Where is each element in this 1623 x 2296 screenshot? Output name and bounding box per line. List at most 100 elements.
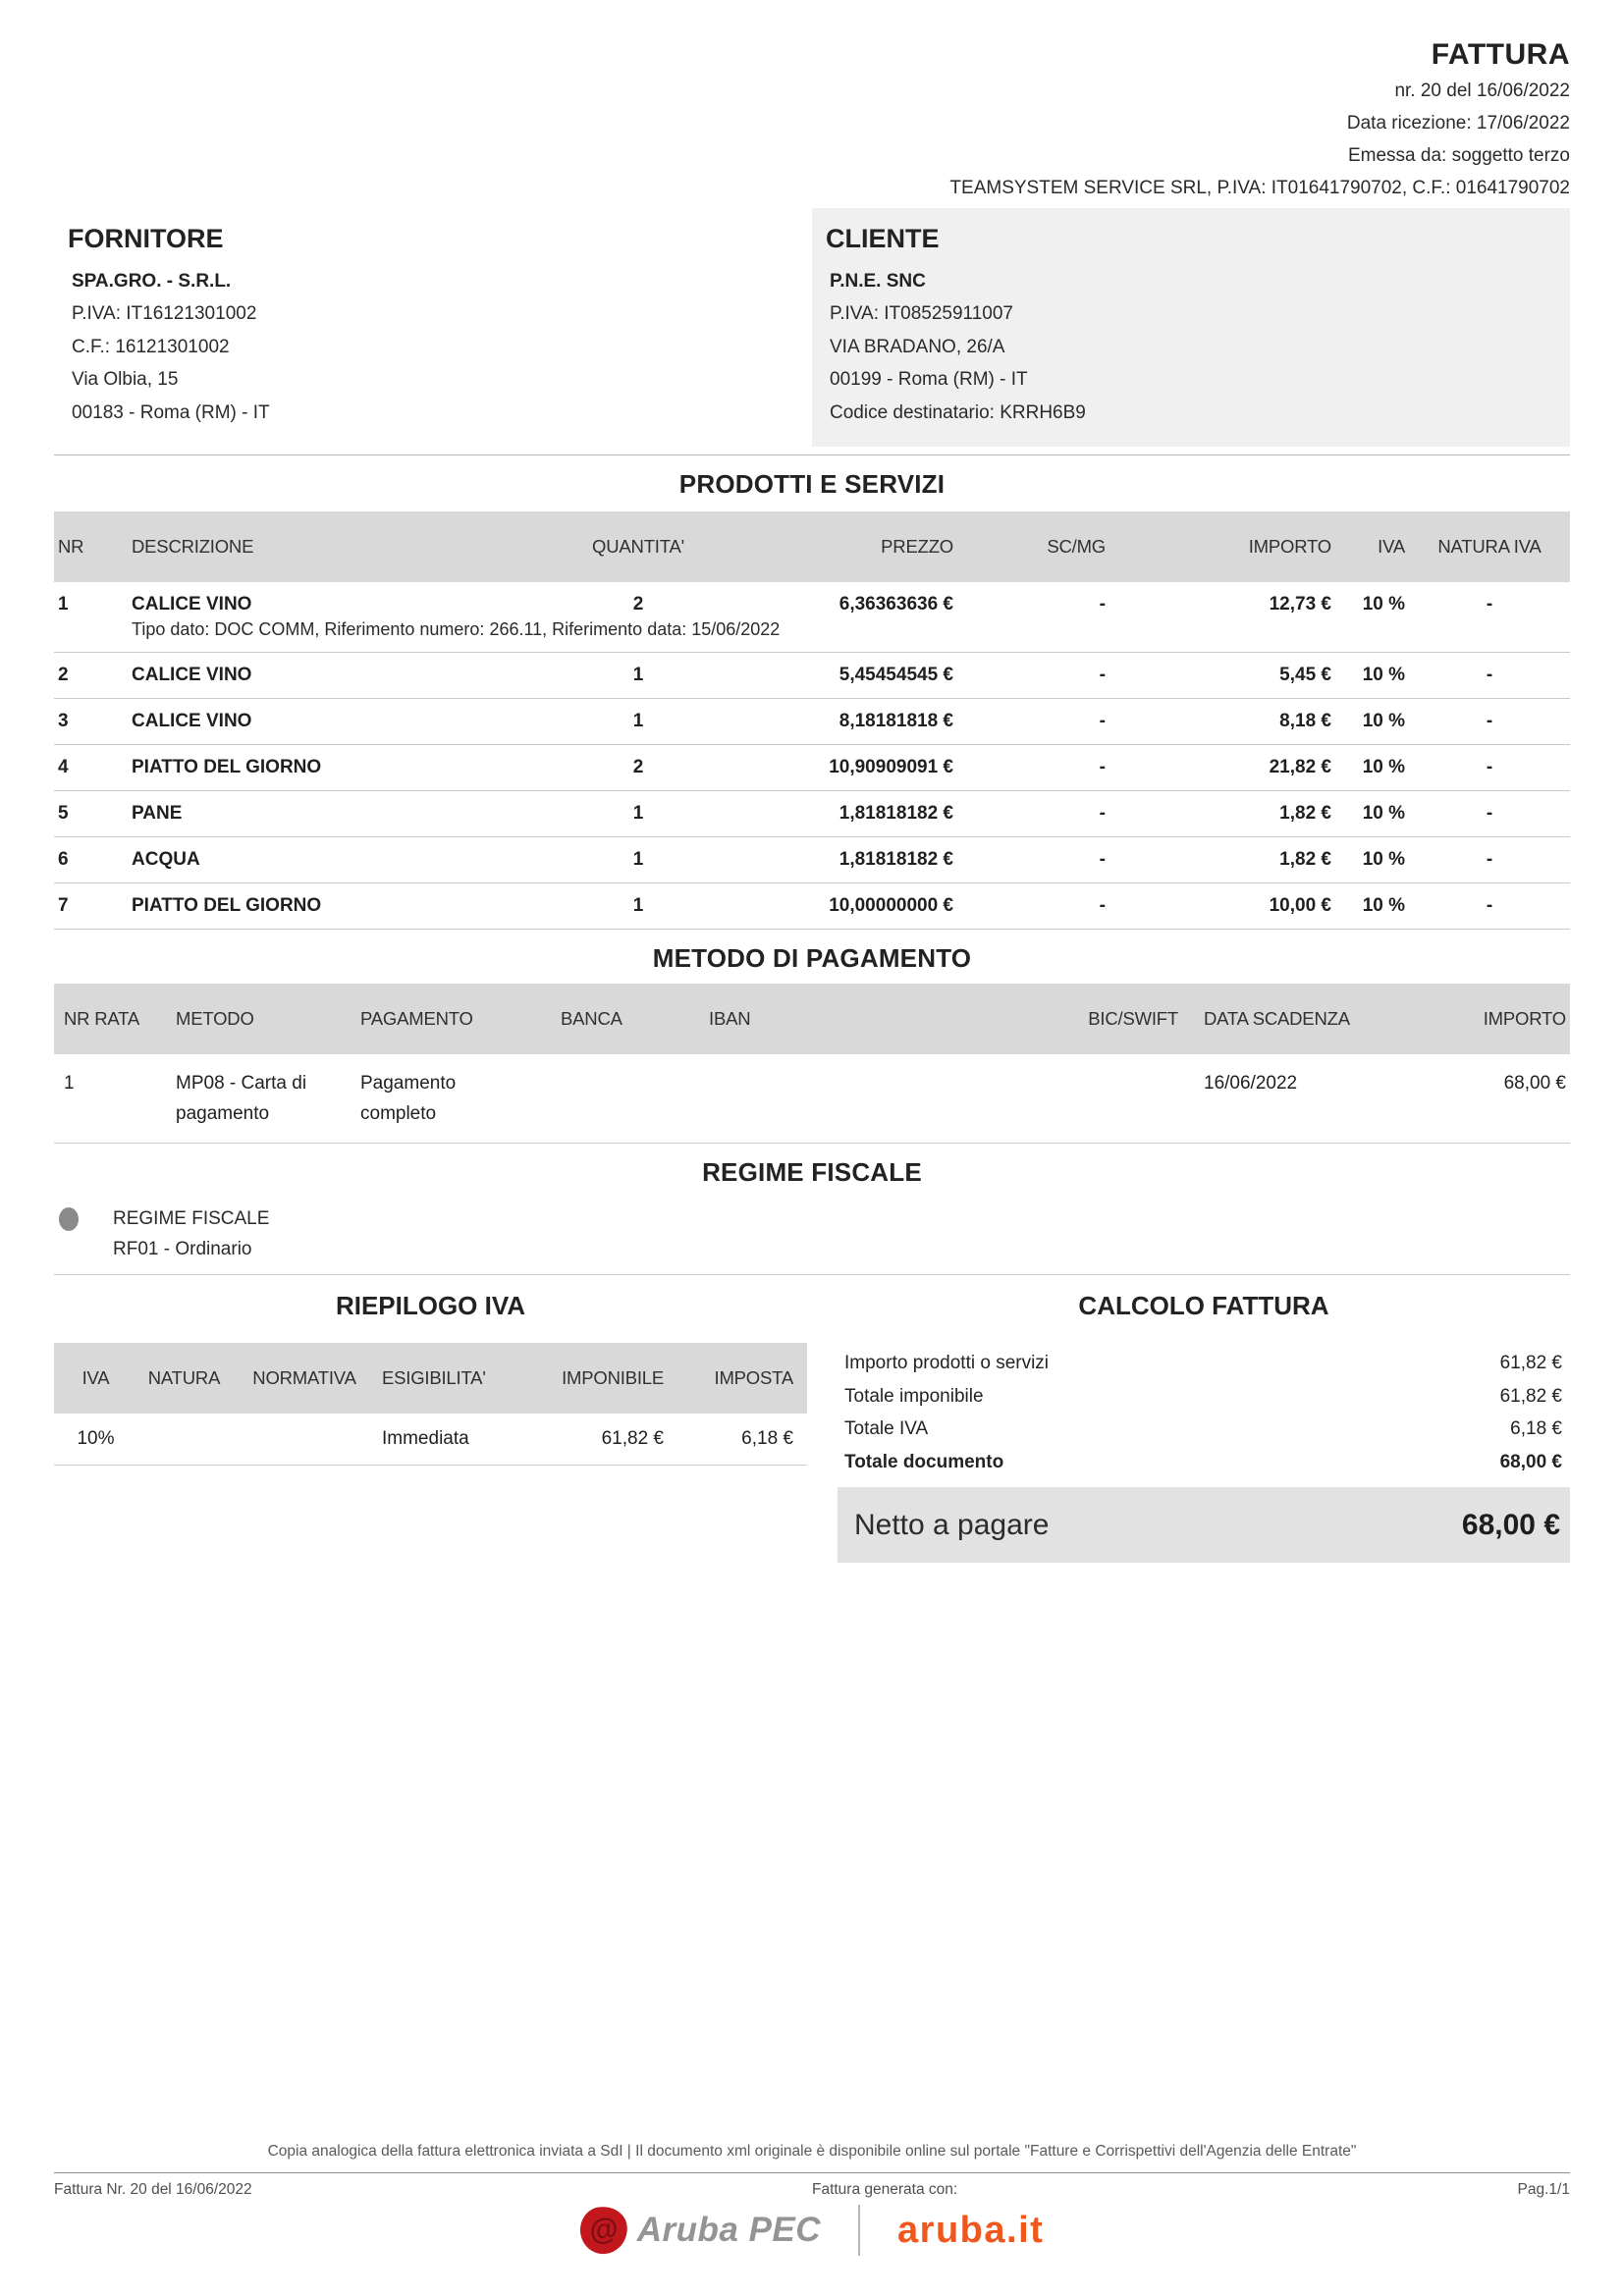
totals-rows: Importo prodotti o servizi 61,82 € Total…	[838, 1347, 1570, 1478]
col-header-normativa: NORMATIVA	[231, 1343, 378, 1414]
col-header-metodo: METODO	[172, 984, 356, 1054]
document-footer: Copia analogica della fattura elettronic…	[54, 2143, 1570, 2258]
cell-normativa	[231, 1414, 378, 1466]
supplier-street: Via Olbia, 15	[72, 369, 179, 390]
cell-prezzo: 5,45454545 €	[727, 652, 957, 699]
product-row: 5 PANE 1 1,81818182 € - 1,82 € 10 % -	[54, 790, 1570, 837]
totals-value: 61,82 €	[1499, 1385, 1562, 1407]
cell-nr: 7	[54, 882, 128, 930]
cell-importo: 68,00 €	[1388, 1054, 1570, 1144]
col-header-prezzo: PREZZO	[727, 511, 957, 582]
cell-natura	[137, 1414, 231, 1466]
product-row: 6 ACQUA 1 1,81818182 € - 1,82 € 10 % -	[54, 836, 1570, 883]
totals-row: Totale imponibile 61,82 €	[838, 1380, 1570, 1414]
supplier-block: FORNITORE SPA.GRO. - S.R.L. P.IVA: IT161…	[54, 208, 812, 447]
col-header-esigibilita: ESIGIBILITA'	[378, 1343, 525, 1414]
supplier-name: SPA.GRO. - S.R.L.	[72, 271, 232, 292]
vat-summary-block: RIEPILOGO IVA IVA NATURA NORMATIVA ESIGI…	[54, 1291, 807, 1563]
cell-prezzo: 1,81818182 €	[727, 836, 957, 883]
cell-importo: 21,82 €	[1109, 744, 1335, 791]
cell-scmg: -	[957, 836, 1109, 883]
totals-label: Totale IVA	[844, 1418, 929, 1439]
cell-metodo: MP08 - Carta di pagamento	[172, 1054, 356, 1144]
cell-nr: 3	[54, 698, 128, 745]
cell-quantita: 1	[550, 652, 727, 699]
invoice-content: FATTURA nr. 20 del 16/06/2022 Data ricez…	[54, 35, 1570, 1563]
products-top-divider	[54, 454, 1570, 455]
cell-iva: 10 %	[1335, 698, 1409, 745]
totals-value: 61,82 €	[1499, 1353, 1562, 1373]
totals-label: Totale documento	[844, 1451, 1004, 1472]
col-header-quantita: QUANTITA'	[550, 511, 727, 582]
totals-label: Importo prodotti o servizi	[844, 1353, 1050, 1373]
cell-natura-iva: -	[1486, 594, 1493, 614]
customer-block: CLIENTE P.N.E. SNC P.IVA: IT08525911007 …	[812, 208, 1570, 447]
cell-pagamento: Pagamento completo	[356, 1054, 557, 1144]
cell-iva: 10 %	[1335, 652, 1409, 699]
cell-prezzo: 8,18181818 €	[727, 698, 957, 745]
invoice-totals-block: CALCOLO FATTURA Importo prodotti o servi…	[838, 1291, 1570, 1563]
aruba-pec-logo: @ Aruba PEC	[576, 2203, 821, 2258]
cell-esigibilita: Immediata	[378, 1414, 525, 1466]
customer-city: 00199 - Roma (RM) - IT	[830, 369, 1028, 390]
cell-data-scadenza: 16/06/2022	[1182, 1054, 1388, 1144]
cell-nr: 4	[54, 744, 128, 791]
payment-section: METODO DI PAGAMENTO NR RATA METODO PAGAM…	[54, 943, 1570, 1144]
cell-scmg: -	[957, 882, 1109, 930]
cell-descrizione: PIATTO DEL GIORNO	[128, 744, 550, 791]
cell-iva: 10 %	[1335, 882, 1409, 930]
net-to-pay-value: 68,00 €	[1461, 1508, 1560, 1541]
col-header-imposta: IMPOSTA	[668, 1343, 807, 1414]
products-section: PRODOTTI E SERVIZI NR DESCRIZIONE QUANTI…	[54, 469, 1570, 930]
cell-note: Tipo dato: DOC COMM, Riferimento numero:…	[128, 617, 1570, 653]
cell-nr-rata: 1	[54, 1054, 172, 1144]
footer-page-number: Pag.1/1	[1517, 2181, 1570, 2198]
totals-row: Importo prodotti o servizi 61,82 €	[838, 1347, 1570, 1380]
cell-importo: 1,82 €	[1109, 790, 1335, 837]
product-row: 2 CALICE VINO 1 5,45454545 € - 5,45 € 10…	[54, 652, 1570, 699]
cell-nr: 2	[54, 652, 128, 699]
cell-prezzo: 6,36363636 €	[839, 594, 953, 614]
col-header-importo: IMPORTO	[1109, 511, 1335, 582]
totals-title: CALCOLO FATTURA	[1078, 1291, 1329, 1320]
col-header-natura-iva: NATURA IVA	[1409, 511, 1570, 582]
cell-scmg: -	[957, 790, 1109, 837]
totals-row: Totale IVA 6,18 €	[838, 1413, 1570, 1446]
product-row: 4 PIATTO DEL GIORNO 2 10,90909091 € - 21…	[54, 744, 1570, 791]
col-header-descrizione: DESCRIZIONE	[128, 511, 550, 582]
regime-divider	[54, 1274, 1570, 1275]
cell-descrizione: PIATTO DEL GIORNO	[128, 882, 550, 930]
cell-imposta: 6,18 €	[668, 1414, 807, 1466]
cell-prezzo: 10,90909091 €	[727, 744, 957, 791]
payment-header-row: NR RATA METODO PAGAMENTO BANCA IBAN BIC/…	[54, 984, 1570, 1054]
col-header-natura: NATURA	[137, 1343, 231, 1414]
cell-natura-iva: -	[1409, 882, 1570, 930]
cell-scmg: -	[957, 744, 1109, 791]
cell-importo: 5,45 €	[1109, 652, 1335, 699]
aruba-it-logo: aruba.it	[897, 2209, 1045, 2251]
cell-quantita: 1	[550, 790, 727, 837]
net-to-pay-label: Netto a pagare	[854, 1508, 1050, 1541]
customer-street: VIA BRADANO, 26/A	[830, 336, 1005, 357]
cell-natura-iva: -	[1409, 790, 1570, 837]
intermediary-line: TEAMSYSTEM SERVICE SRL, P.IVA: IT0164179…	[949, 178, 1570, 198]
cell-iban	[705, 1054, 1040, 1144]
net-to-pay-box: Netto a pagare 68,00 €	[838, 1487, 1570, 1563]
cell-natura-iva: -	[1409, 836, 1570, 883]
cell-metodo-text: MP08 - Carta di pagamento	[176, 1073, 307, 1124]
footer-logos: @ Aruba PEC aruba.it	[54, 2203, 1570, 2258]
col-header-banca: BANCA	[557, 984, 705, 1054]
col-header-scmg: SC/MG	[957, 511, 1109, 582]
document-header: FATTURA nr. 20 del 16/06/2022 Data ricez…	[54, 35, 1570, 204]
col-header-imponibile: IMPONIBILE	[525, 1343, 668, 1414]
supplier-heading: FORNITORE	[68, 224, 224, 253]
cell-iva: 10 %	[1335, 744, 1409, 791]
regime-section: REGIME FISCALE REGIME FISCALE RF01 - Ord…	[54, 1157, 1570, 1275]
cell-descrizione: CALICE VINO	[128, 652, 550, 699]
cell-scmg: -	[1099, 594, 1106, 614]
supplier-vat: P.IVA: IT16121301002	[72, 303, 257, 324]
regime-title: REGIME FISCALE	[702, 1157, 922, 1187]
col-header-nr: NR	[54, 511, 128, 582]
customer-recipient-code: Codice destinatario: KRRH6B9	[830, 401, 1086, 423]
totals-value: 6,18 €	[1510, 1418, 1562, 1439]
